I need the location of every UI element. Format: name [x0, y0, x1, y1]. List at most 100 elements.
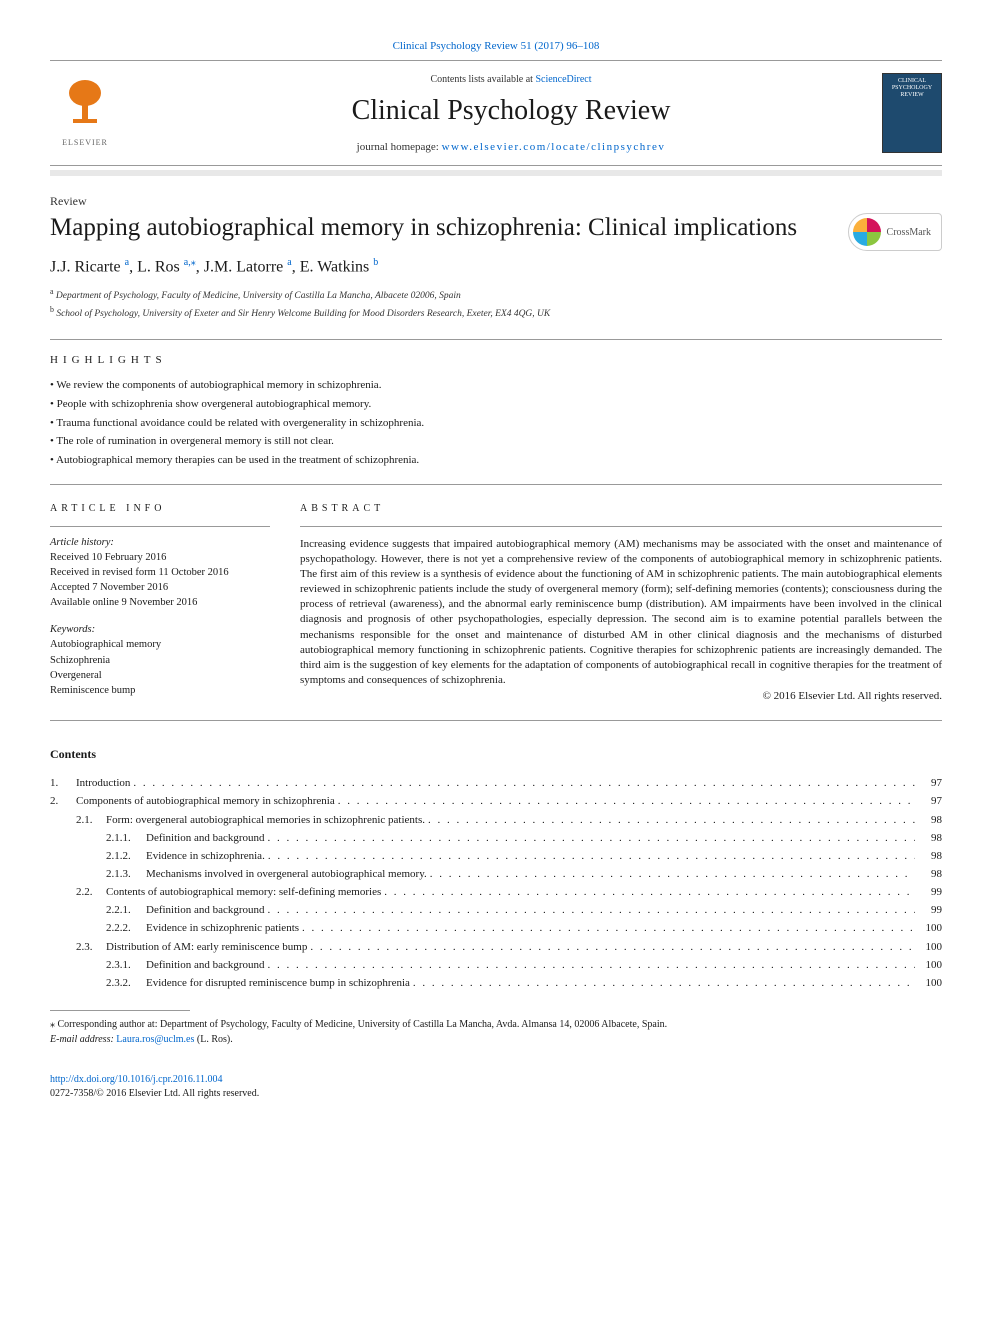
author-1: J.J. Ricarte: [50, 258, 125, 275]
toc-dots: [428, 811, 915, 829]
affiliation-a: Department of Psychology, Faculty of Med…: [56, 291, 461, 301]
toc-dots: [268, 829, 915, 847]
citation: Clinical Psychology Review 51 (2017) 96–…: [50, 40, 942, 52]
toc-title: Definition and background: [146, 829, 265, 847]
keyword-item: Reminiscence bump: [50, 683, 270, 698]
journal-cover-thumbnail: CLINICAL PSYCHOLOGY REVIEW: [882, 73, 942, 153]
toc-page: 98: [918, 829, 942, 847]
toc-page: 97: [918, 774, 942, 792]
article-type: Review: [50, 194, 942, 209]
toc-number: 2.1.1.: [106, 829, 146, 847]
toc-number: 2.1.2.: [106, 847, 146, 865]
toc-row[interactable]: 2.2.Contents of autobiographical memory:…: [50, 883, 942, 901]
table-of-contents: 1.Introduction 972.Components of autobiog…: [50, 774, 942, 992]
toc-dots: [268, 901, 915, 919]
article-info-column: article info Article history: Received 1…: [50, 503, 270, 703]
keywords-label: Keywords:: [50, 624, 270, 635]
email-label: E-mail address:: [50, 1034, 116, 1045]
crossmark-badge[interactable]: CrossMark: [848, 213, 942, 251]
abstract-label: abstract: [300, 503, 942, 514]
toc-dots: [430, 865, 915, 883]
cover-text-1: CLINICAL: [898, 78, 926, 85]
toc-page: 98: [918, 811, 942, 829]
toc-row[interactable]: 2.Components of autobiographical memory …: [50, 792, 942, 810]
toc-row[interactable]: 2.3.1.Definition and background100: [50, 956, 942, 974]
toc-page: 98: [918, 865, 942, 883]
toc-title: Definition and background: [146, 956, 265, 974]
toc-title: Definition and background: [146, 901, 265, 919]
highlight-item: People with schizophrenia show overgener…: [50, 395, 942, 414]
keyword-item: Autobiographical memory: [50, 637, 270, 652]
email-suffix: (L. Ros).: [194, 1034, 232, 1045]
affiliation-b: School of Psychology, University of Exet…: [56, 309, 550, 319]
article-title: Mapping autobiographical memory in schiz…: [50, 213, 848, 243]
toc-row[interactable]: 2.3.Distribution of AM: early reminiscen…: [50, 938, 942, 956]
contents-heading: Contents: [50, 747, 942, 762]
toc-row[interactable]: 2.2.2.Evidence in schizophrenic patients…: [50, 919, 942, 937]
toc-title: Distribution of AM: early reminiscence b…: [106, 938, 307, 956]
footnote-text: Corresponding author at: Department of P…: [55, 1019, 667, 1030]
rule-3: [50, 720, 942, 721]
toc-number: 2.2.: [76, 883, 106, 901]
toc-dots: [268, 956, 915, 974]
toc-number: 2.1.: [76, 811, 106, 829]
toc-title: Evidence for disrupted reminiscence bump…: [146, 974, 410, 992]
corresponding-email-link[interactable]: Laura.ros@uclm.es: [116, 1034, 194, 1045]
journal-header: ELSEVIER Contents lists available at Sci…: [50, 60, 942, 166]
toc-page: 99: [918, 901, 942, 919]
toc-row[interactable]: 2.3.2.Evidence for disrupted reminiscenc…: [50, 974, 942, 992]
crossmark-icon: [853, 218, 881, 246]
author-3: , J.M. Latorre: [196, 258, 288, 275]
toc-dots: [302, 919, 915, 937]
rule-1: [50, 339, 942, 340]
toc-page: 99: [918, 883, 942, 901]
header-shadow: [50, 170, 942, 176]
toc-dots: [268, 847, 915, 865]
toc-page: 100: [918, 974, 942, 992]
toc-row[interactable]: 1.Introduction 97: [50, 774, 942, 792]
toc-row[interactable]: 2.1.3.Mechanisms involved in overgeneral…: [50, 865, 942, 883]
toc-dots: [338, 792, 915, 810]
toc-page: 100: [918, 938, 942, 956]
toc-row[interactable]: 2.1.Form: overgeneral autobiographical m…: [50, 811, 942, 829]
toc-title: Components of autobiographical memory in…: [76, 792, 335, 810]
history-item: Received 10 February 2016: [50, 550, 270, 565]
toc-title: Introduction: [76, 774, 130, 792]
toc-title: Form: overgeneral autobiographical memor…: [106, 811, 425, 829]
toc-dots: [133, 774, 915, 792]
elsevier-tree-icon: [63, 79, 107, 136]
info-rule: [50, 526, 270, 527]
toc-page: 100: [918, 919, 942, 937]
highlight-item: We review the components of autobiograph…: [50, 376, 942, 395]
citation-link[interactable]: Clinical Psychology Review 51 (2017) 96–…: [393, 40, 600, 52]
page-footer: http://dx.doi.org/10.1016/j.cpr.2016.11.…: [50, 1073, 942, 1101]
toc-row[interactable]: 2.2.1.Definition and background99: [50, 901, 942, 919]
toc-row[interactable]: 2.1.1.Definition and background 98: [50, 829, 942, 847]
issn-copyright: 0272-7358/© 2016 Elsevier Ltd. All right…: [50, 1088, 259, 1099]
author-4: , E. Watkins: [292, 258, 374, 275]
elsevier-logo: ELSEVIER: [50, 73, 120, 153]
toc-number: 2.3.: [76, 938, 106, 956]
history-list: Received 10 February 2016Received in rev…: [50, 550, 270, 611]
highlight-item: Autobiographical memory therapies can be…: [50, 451, 942, 470]
highlight-item: Trauma functional avoidance could be rel…: [50, 414, 942, 433]
highlights-list: We review the components of autobiograph…: [50, 376, 942, 469]
sciencedirect-link[interactable]: ScienceDirect: [535, 74, 591, 85]
abstract-copyright: © 2016 Elsevier Ltd. All rights reserved…: [300, 690, 942, 702]
homepage-link[interactable]: www.elsevier.com/locate/clinpsychrev: [442, 141, 666, 153]
affiliations: a Department of Psychology, Faculty of M…: [50, 286, 942, 321]
toc-dots: [413, 974, 915, 992]
contents-available: Contents lists available at ScienceDirec…: [140, 74, 882, 85]
toc-page: 97: [918, 792, 942, 810]
toc-number: 2.3.2.: [106, 974, 146, 992]
toc-row[interactable]: 2.1.2.Evidence in schizophrenia.98: [50, 847, 942, 865]
toc-number: 1.: [50, 774, 76, 792]
doi-link[interactable]: http://dx.doi.org/10.1016/j.cpr.2016.11.…: [50, 1074, 223, 1085]
author-2: , L. Ros: [129, 258, 184, 275]
homepage-prefix: journal homepage:: [357, 141, 442, 153]
cover-text-3: REVIEW: [900, 92, 923, 99]
toc-title: Mechanisms involved in overgeneral autob…: [146, 865, 427, 883]
history-item: Accepted 7 November 2016: [50, 580, 270, 595]
journal-homepage: journal homepage: www.elsevier.com/locat…: [140, 141, 882, 153]
toc-number: 2.3.1.: [106, 956, 146, 974]
